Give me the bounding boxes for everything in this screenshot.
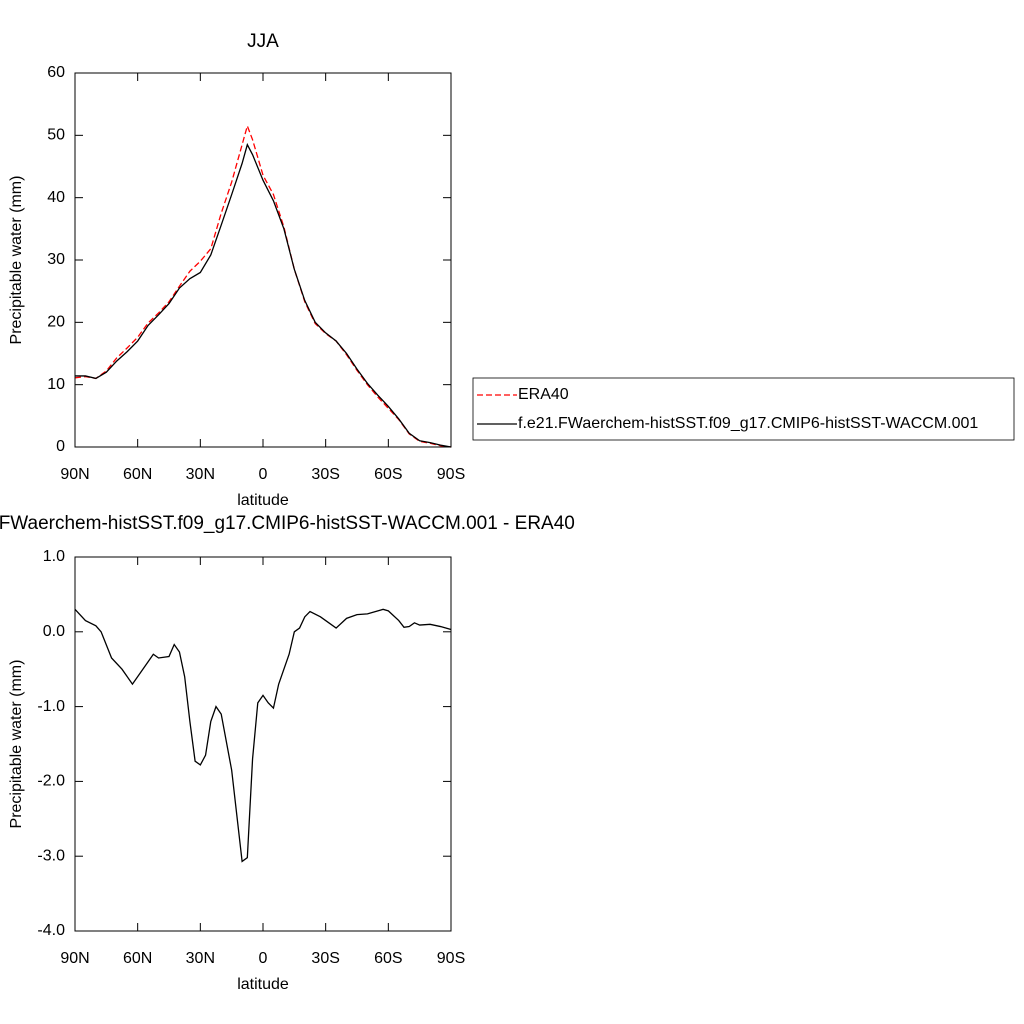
x-axis-label: latitude: [237, 492, 289, 509]
plot-frame: [74, 72, 452, 448]
y-axis-label: Precipitable water (mm): [8, 176, 25, 345]
x-tick-label: 60N: [123, 950, 152, 967]
x-tick-label: 90N: [60, 466, 89, 483]
data-line: [74, 608, 452, 863]
y-tick-label: 20: [47, 314, 65, 331]
y-tick-label: 30: [47, 251, 65, 268]
y-tick-label: 40: [47, 189, 65, 206]
x-axis-label: latitude: [237, 976, 289, 993]
legend-label: f.e21.FWaerchem-histSST.f09_g17.CMIP6-hi…: [518, 415, 978, 432]
plot-frame: [74, 556, 452, 932]
y-tick-label: -3.0: [37, 847, 65, 864]
x-tick-label: 90S: [437, 466, 465, 483]
y-axis-label: Precipitable water (mm): [8, 660, 25, 829]
legend-label: ERA40: [518, 386, 569, 403]
x-tick-label: 60N: [123, 466, 152, 483]
x-tick-label: 90N: [60, 950, 89, 967]
y-tick-label: 10: [47, 376, 65, 393]
x-tick-label: 90S: [437, 950, 465, 967]
x-tick-label: 0: [259, 950, 268, 967]
y-tick-label: 0: [56, 438, 65, 455]
y-tick-label: 0.0: [43, 623, 65, 640]
y-tick-label: 1.0: [43, 548, 65, 565]
y-tick-label: -2.0: [37, 773, 65, 790]
y-tick-label: 50: [47, 127, 65, 144]
data-line: [74, 123, 452, 448]
y-tick-label: 60: [47, 64, 65, 81]
chart-title: JJA: [247, 31, 279, 52]
chart-title: f.e21.FWaerchem-histSST.f09_g17.CMIP6-hi…: [0, 513, 575, 534]
x-tick-label: 30N: [186, 950, 215, 967]
legend-box: [472, 377, 1015, 441]
x-tick-label: 30S: [311, 950, 339, 967]
y-tick-label: -1.0: [37, 698, 65, 715]
y-tick-label: -4.0: [37, 922, 65, 939]
x-tick-label: 30S: [311, 466, 339, 483]
x-tick-label: 60S: [374, 466, 402, 483]
x-tick-label: 60S: [374, 950, 402, 967]
x-tick-label: 0: [259, 466, 268, 483]
x-tick-label: 30N: [186, 466, 215, 483]
data-line: [75, 142, 452, 448]
